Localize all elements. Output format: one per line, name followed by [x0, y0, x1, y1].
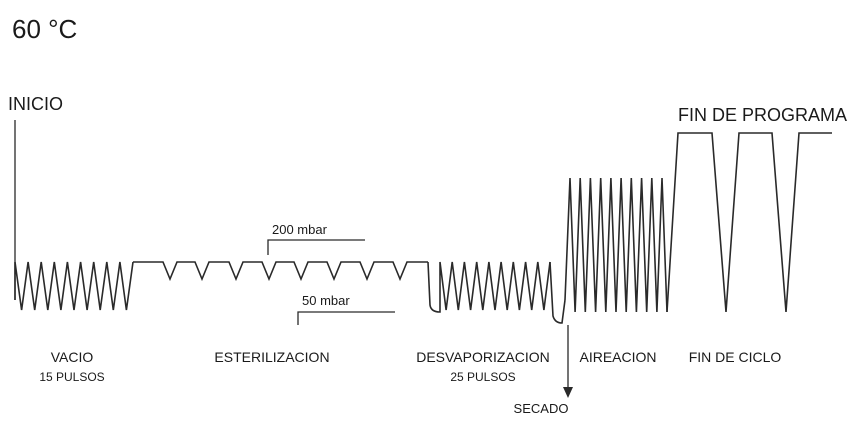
pressure-low-label: 50 mbar [302, 293, 350, 308]
phase-vacio-label: VACIO [51, 349, 94, 365]
trace-esterilizacion [133, 261, 428, 282]
phase-desvaporizacion-detail: 25 PULSOS [450, 370, 515, 384]
phase-aireacion-label: AIREACION [579, 349, 656, 365]
trace-aireacion [564, 177, 668, 313]
start-label: INICIO [8, 94, 63, 114]
phase-desvaporizacion-label: DESVAPORIZACION [416, 349, 550, 365]
end-label: FIN DE PROGRAMA [678, 105, 847, 125]
trace-vacio [14, 261, 134, 311]
trace-desvaporizacion [427, 261, 551, 313]
trace-secado [549, 261, 566, 324]
pressure-high-label: 200 mbar [272, 222, 328, 237]
secado-label: SECADO [514, 401, 569, 416]
pressure-high-guide [267, 239, 365, 255]
pressure-low-guide [297, 311, 395, 325]
phase-esterilizacion-label: ESTERILIZACION [214, 349, 329, 365]
phase-fin-de-ciclo-label: FIN DE CICLO [689, 349, 782, 365]
trace-fin-de-ciclo [666, 132, 832, 313]
secado-arrow-head [563, 387, 573, 398]
temperature-label: 60 °C [12, 14, 77, 44]
phase-vacio-detail: 15 PULSOS [39, 370, 104, 384]
